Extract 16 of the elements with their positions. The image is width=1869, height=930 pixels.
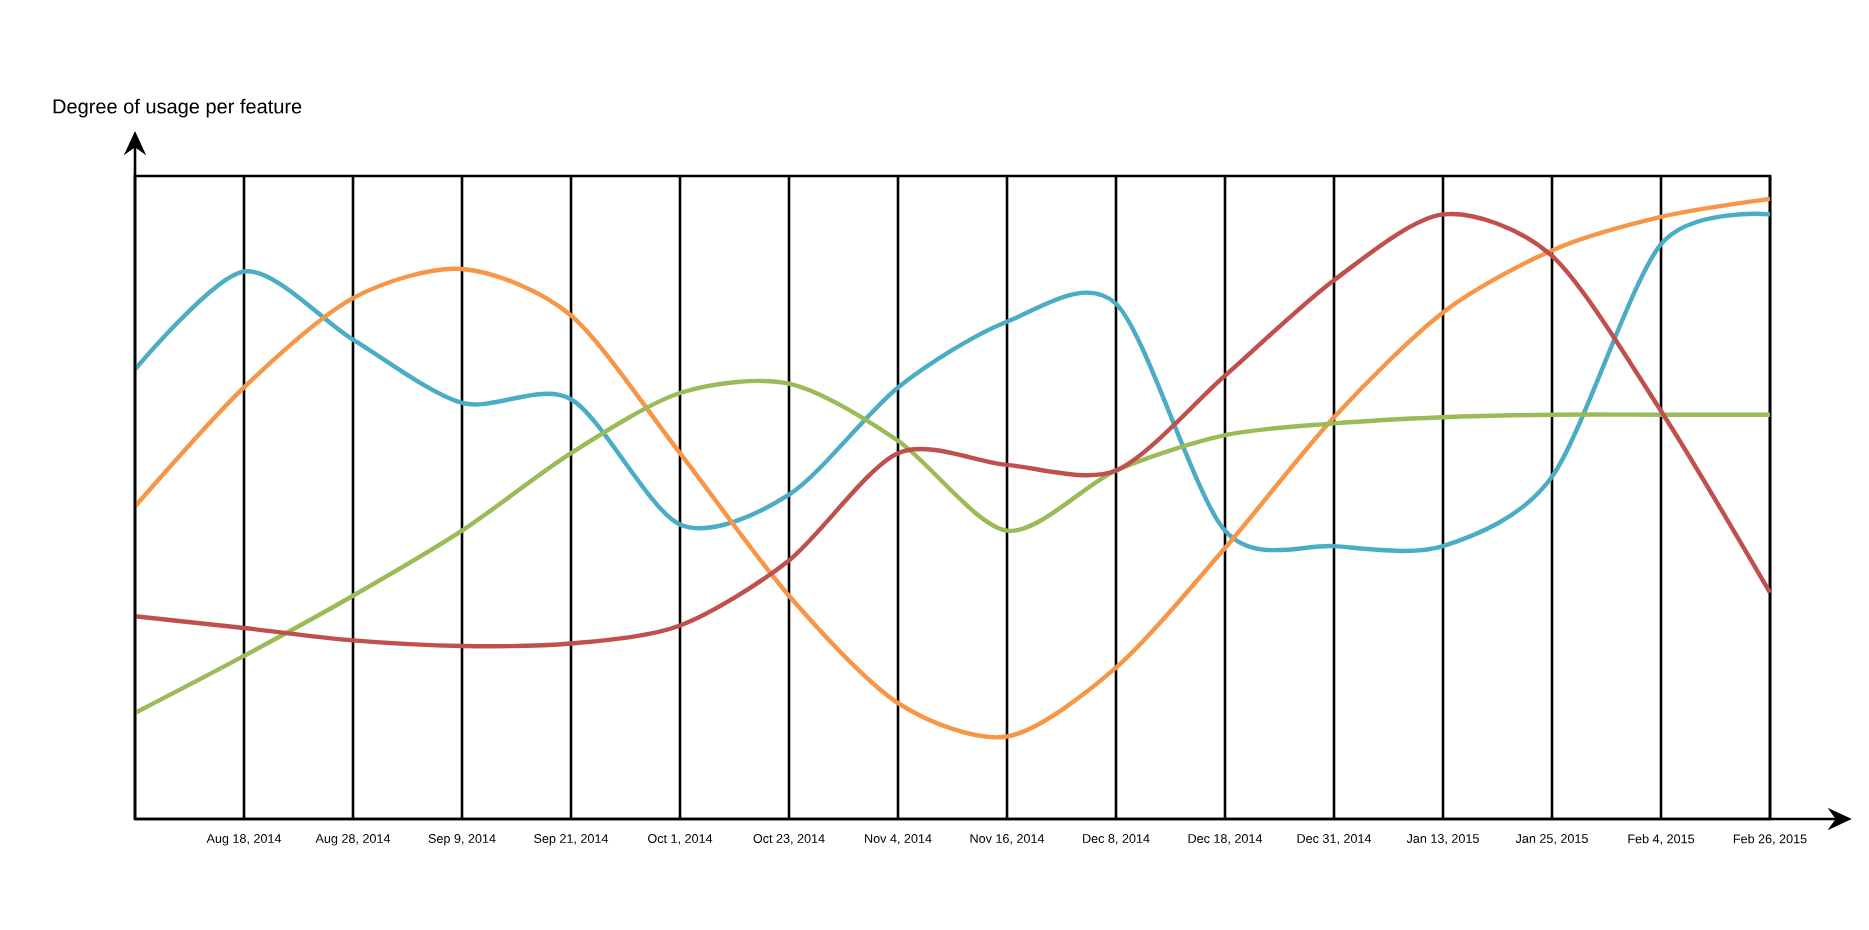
x-tick-label: Oct 23, 2014 <box>753 834 825 845</box>
x-tick-label: Sep 9, 2014 <box>428 834 496 846</box>
x-tick-label: Dec 8, 2014 <box>1083 834 1150 845</box>
x-tick-label: Oct 1, 2014 <box>648 834 713 845</box>
x-tick-label: Nov 4, 2014 <box>865 834 932 845</box>
x-tick-label: Dec 18, 2014 <box>1188 834 1263 845</box>
x-tick-label: Jan 13, 2015 <box>1406 834 1479 845</box>
x-tick-label: Feb 26, 2015 <box>1733 834 1807 845</box>
x-tick-label: Sep 21, 2014 <box>534 834 609 846</box>
y-axis-title: Degree of usage per feature <box>53 98 302 118</box>
x-tick-label: Aug 18, 2014 <box>206 834 282 846</box>
x-tick-label: Feb 4, 2015 <box>1628 834 1695 845</box>
x-tick-label: Aug 28, 2014 <box>315 834 391 846</box>
x-tick-label: Jan 25, 2015 <box>1515 834 1588 845</box>
x-tick-label: Nov 16, 2014 <box>970 834 1045 845</box>
x-tick-label: Dec 31, 2014 <box>1297 834 1372 845</box>
